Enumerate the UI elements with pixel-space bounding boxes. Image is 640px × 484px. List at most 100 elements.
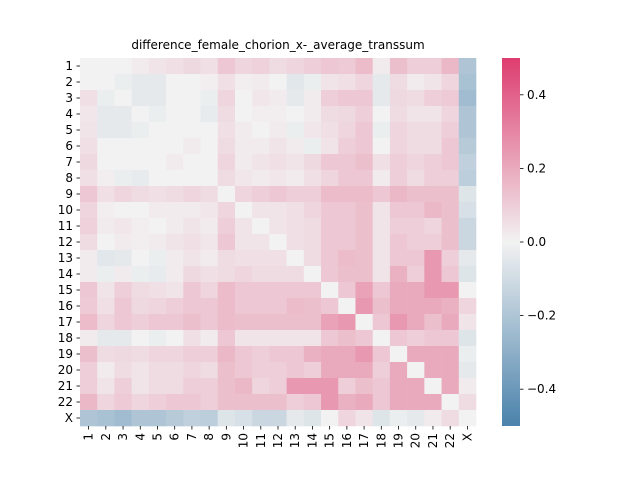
heatmap-cell-22-20 <box>407 394 425 411</box>
heatmap-cell-12-15 <box>321 234 339 251</box>
heatmap-cell-6-X <box>458 138 477 155</box>
heatmap-cell-7-15 <box>321 154 339 171</box>
heatmap-cell-13-17 <box>355 250 373 267</box>
heatmap-cell-1-12 <box>269 58 287 75</box>
heatmap-cell-22-16 <box>338 394 356 411</box>
heatmap-cell-2-8 <box>200 74 219 91</box>
heatmap-cell-5-1 <box>80 122 98 139</box>
heatmap-cell-8-17 <box>355 170 373 187</box>
x-tick-label: 19 <box>392 433 406 448</box>
heatmap-cell-18-14 <box>303 330 322 347</box>
heatmap-cell-3-15 <box>321 90 339 107</box>
heatmap-cell-6-11 <box>252 138 270 155</box>
heatmap-cell-13-21 <box>424 250 442 267</box>
heatmap-cell-20-5 <box>148 362 167 379</box>
heatmap-cell-17-8 <box>200 314 219 331</box>
heatmap-cell-16-11 <box>252 298 270 315</box>
heatmap-cell-2-6 <box>166 74 184 91</box>
heatmap-cell-2-22 <box>441 74 460 91</box>
heatmap-cell-21-11 <box>252 378 270 395</box>
heatmap-cell-20-7 <box>183 362 201 379</box>
heatmap-cell-4-2 <box>97 106 115 123</box>
heatmap-cell-X-20 <box>407 410 425 427</box>
heatmap-cell-14-3 <box>114 266 132 283</box>
heatmap-cell-8-2 <box>97 170 115 187</box>
y-tick-label: 11 <box>58 219 73 233</box>
x-tick-label: 15 <box>323 433 337 448</box>
heatmap-cell-4-14 <box>303 106 322 123</box>
heatmap-cell-19-19 <box>389 346 408 363</box>
heatmap-cell-3-11 <box>252 90 270 107</box>
heatmap-cell-4-5 <box>148 106 167 123</box>
heatmap-cell-13-14 <box>303 250 322 267</box>
heatmap-cell-12-6 <box>166 234 184 251</box>
heatmap-cell-10-7 <box>183 202 201 219</box>
heatmap-cell-8-18 <box>372 170 391 187</box>
heatmap-cell-7-21 <box>424 154 442 171</box>
heatmap-cell-17-5 <box>148 314 167 331</box>
heatmap-cell-X-15 <box>321 410 339 427</box>
heatmap-cell-16-20 <box>407 298 425 315</box>
heatmap-cell-6-2 <box>97 138 115 155</box>
heatmap-cell-X-7 <box>183 410 201 427</box>
heatmap-cell-7-1 <box>80 154 98 171</box>
heatmap-cell-15-5 <box>148 282 167 299</box>
heatmap-cell-13-16 <box>338 250 356 267</box>
heatmap-cell-11-X <box>458 218 477 235</box>
heatmap-cell-22-9 <box>217 394 236 411</box>
heatmap-cell-22-7 <box>183 394 201 411</box>
heatmap-cell-6-6 <box>166 138 184 155</box>
heatmap-cell-X-21 <box>424 410 442 427</box>
heatmap-cell-17-1 <box>80 314 98 331</box>
heatmap-cell-17-11 <box>252 314 270 331</box>
heatmap-cell-5-10 <box>234 122 253 139</box>
heatmap-cell-4-21 <box>424 106 442 123</box>
heatmap-cell-6-22 <box>441 138 460 155</box>
heatmap-cell-7-18 <box>372 154 391 171</box>
heatmap-cell-3-6 <box>166 90 184 107</box>
heatmap-cell-11-15 <box>321 218 339 235</box>
heatmap-cell-9-2 <box>97 186 115 203</box>
heatmap-cell-1-4 <box>131 58 150 75</box>
heatmap-cell-8-10 <box>234 170 253 187</box>
heatmap-cell-17-2 <box>97 314 115 331</box>
heatmap-cell-17-7 <box>183 314 201 331</box>
heatmap-cell-18-13 <box>286 330 305 347</box>
heatmap-cell-16-14 <box>303 298 322 315</box>
heatmap-cell-20-2 <box>97 362 115 379</box>
heatmap-cell-11-17 <box>355 218 373 235</box>
heatmap-cell-18-4 <box>131 330 150 347</box>
heatmap-cell-13-15 <box>321 250 339 267</box>
heatmap-cell-15-19 <box>389 282 408 299</box>
heatmap-cell-20-X <box>458 362 477 379</box>
heatmap-cell-8-22 <box>441 170 460 187</box>
heatmap-cell-6-19 <box>389 138 408 155</box>
heatmap-cell-13-10 <box>234 250 253 267</box>
heatmap-cell-12-12 <box>269 234 287 251</box>
heatmap-cell-18-5 <box>148 330 167 347</box>
heatmap-cell-6-5 <box>148 138 167 155</box>
heatmap-cell-15-X <box>458 282 477 299</box>
y-tick-label: 14 <box>58 267 73 281</box>
heatmap-cell-21-X <box>458 378 477 395</box>
heatmap-cell-11-22 <box>441 218 460 235</box>
heatmap-cell-12-5 <box>148 234 167 251</box>
heatmap-cell-7-X <box>458 154 477 171</box>
heatmap-cell-21-12 <box>269 378 287 395</box>
heatmap-cell-22-2 <box>97 394 115 411</box>
heatmap-cell-20-15 <box>321 362 339 379</box>
heatmap-cell-10-14 <box>303 202 322 219</box>
x-tick-label: 6 <box>168 433 182 441</box>
heatmap-cell-X-8 <box>200 410 219 427</box>
x-tick-label: 1 <box>82 433 96 441</box>
heatmap-cell-4-3 <box>114 106 132 123</box>
heatmap-cell-22-8 <box>200 394 219 411</box>
heatmap-cell-20-3 <box>114 362 132 379</box>
heatmap-cell-14-4 <box>131 266 150 283</box>
heatmap-cell-4-6 <box>166 106 184 123</box>
heatmap-cell-10-13 <box>286 202 305 219</box>
heatmap-cell-3-12 <box>269 90 287 107</box>
y-tick-label: 2 <box>65 75 73 89</box>
heatmap-cell-17-17 <box>355 314 373 331</box>
heatmap-cell-11-18 <box>372 218 391 235</box>
